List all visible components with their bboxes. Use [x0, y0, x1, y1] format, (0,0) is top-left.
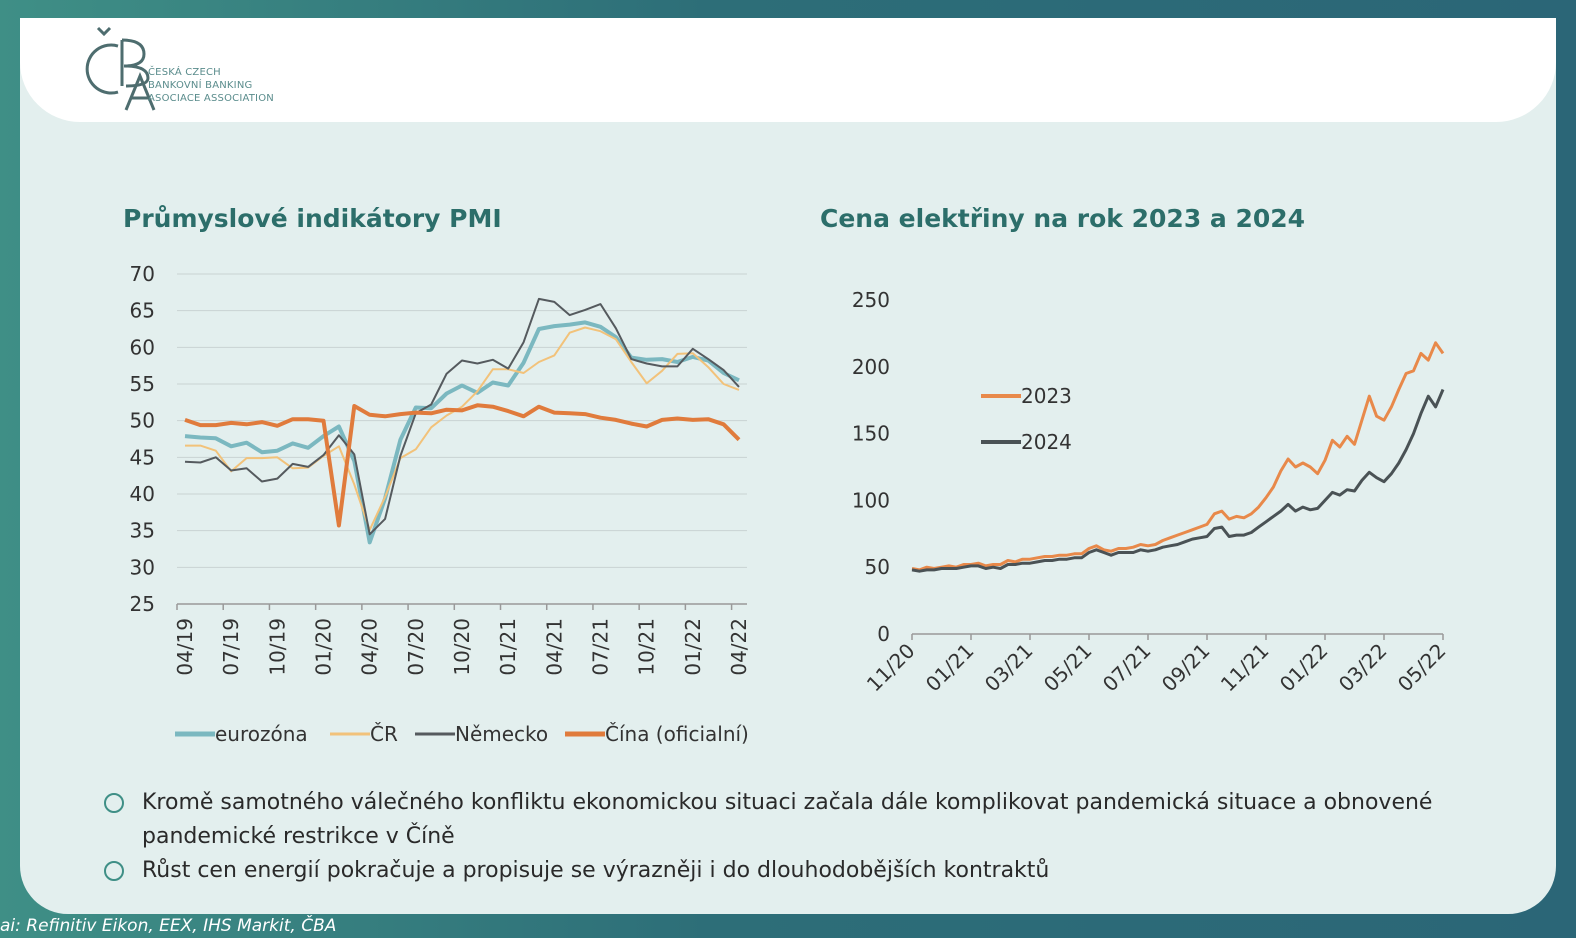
slide: ČESKÁ CZECH BANKOVNÍ BANKING ASOCIACE AS…	[20, 18, 1556, 914]
x-tick-label: 01/22	[681, 618, 705, 676]
y-tick-label: 45	[130, 445, 155, 469]
x-tick-label: 11/20	[862, 639, 920, 697]
legend-item-nemecko: Německo	[415, 722, 548, 746]
legend-label: eurozóna	[215, 722, 308, 746]
pmi-chart-title: Průmyslové indikátory PMI	[123, 204, 502, 233]
x-tick-label: 01/22	[1275, 639, 1333, 697]
logo-text: ČESKÁ CZECH BANKOVNÍ BANKING ASOCIACE AS…	[148, 66, 274, 105]
y-tick-label: 25	[130, 592, 155, 616]
y-tick-label: 55	[130, 372, 155, 396]
x-tick-label: 03/21	[980, 639, 1038, 697]
y-tick-label: 30	[130, 555, 155, 579]
bullet-item: Kromě samotného válečného konfliktu ekon…	[104, 786, 1524, 854]
bullet-item: Růst cen energií pokračuje a propisuje s…	[104, 854, 1524, 888]
electricity-chart-title: Cena elektřiny na rok 2023 a 2024	[820, 204, 1306, 233]
y-tick-label: 150	[852, 422, 890, 446]
x-tick-label: 05/21	[1039, 639, 1097, 697]
cba-logo	[85, 26, 156, 111]
x-tick-label: 09/21	[1157, 639, 1215, 697]
series-line-cina-oficialni	[184, 403, 741, 528]
series-line-cr	[185, 326, 740, 531]
legend-label: 2023	[1021, 384, 1072, 408]
bullet-text: Kromě samotného válečného konfliktu ekon…	[142, 790, 1433, 849]
legend-label: 2024	[1021, 430, 1072, 454]
x-tick-label: 03/22	[1334, 639, 1392, 697]
series-line-eurozona	[184, 320, 740, 545]
x-tick-label: 10/20	[450, 618, 474, 676]
legend-item-eurozona: eurozóna	[175, 722, 308, 746]
x-tick-label: 07/20	[404, 618, 428, 676]
x-tick-label: 04/19	[173, 618, 197, 676]
y-tick-label: 35	[130, 519, 155, 543]
legend-item-2023: 2023	[981, 384, 1072, 408]
x-tick-label: 01/20	[312, 618, 336, 676]
series-line-nemecko	[184, 297, 740, 536]
logo-line-1: ČESKÁ CZECH	[148, 67, 221, 78]
y-tick-label: 40	[130, 482, 155, 506]
source-note: ai: Refinitiv Eikon, EEX, IHS Markit, ČB…	[0, 916, 337, 936]
x-tick-label: 07/21	[589, 618, 613, 676]
y-tick-label: 50	[130, 409, 155, 433]
x-tick-label: 04/22	[727, 618, 751, 676]
y-tick-label: 100	[852, 488, 890, 512]
legend-item-cr: ČR	[330, 722, 398, 746]
x-tick-label: 07/19	[219, 618, 243, 676]
pmi-chart: 25 30 35 40 45 50 55 60 65 70 04/19 07/19 10/19 01/20…	[130, 262, 751, 746]
electricity-chart: 0 50 100 150 200 250 11/20 01/21 03/21 05/21 07/21…	[852, 288, 1451, 697]
x-tick-label: 01/21	[496, 618, 520, 676]
series-line-2024	[911, 388, 1445, 573]
legend-label: Německo	[455, 722, 548, 746]
x-tick-label: 01/21	[921, 639, 979, 697]
x-tick-label: 07/21	[1098, 639, 1156, 697]
logo-line-3: ASOCIACE ASSOCIATION	[148, 93, 274, 104]
y-tick-label: 0	[877, 622, 890, 646]
bullet-circle-icon	[104, 793, 124, 813]
bullet-circle-icon	[104, 861, 124, 881]
logo-line-2: BANKOVNÍ BANKING	[148, 80, 253, 91]
legend-label: Čína (oficialní)	[605, 722, 749, 746]
x-tick-label: 04/20	[358, 618, 382, 676]
y-tick-label: 70	[130, 262, 155, 286]
bullet-list: Kromě samotného válečného konfliktu ekon…	[104, 786, 1524, 888]
legend-label: ČR	[370, 722, 398, 746]
x-tick-label: 11/21	[1216, 639, 1274, 697]
x-tick-label: 10/19	[265, 618, 289, 676]
series-line-2023	[911, 341, 1445, 572]
y-tick-label: 60	[130, 335, 155, 359]
legend-item-cina-oficialni: Čína (oficialní)	[565, 722, 749, 746]
y-tick-label: 200	[852, 355, 890, 379]
x-tick-label: 04/21	[542, 618, 566, 676]
legend-item-2024: 2024	[981, 430, 1072, 454]
y-tick-label: 250	[852, 288, 890, 312]
bullet-text: Růst cen energií pokračuje a propisuje s…	[142, 858, 1050, 883]
y-tick-label: 50	[865, 555, 890, 579]
x-tick-label: 05/22	[1393, 639, 1451, 697]
x-tick-label: 10/21	[635, 618, 659, 676]
header: ČESKÁ CZECH BANKOVNÍ BANKING ASOCIACE AS…	[20, 18, 1556, 122]
y-tick-label: 65	[130, 299, 155, 323]
